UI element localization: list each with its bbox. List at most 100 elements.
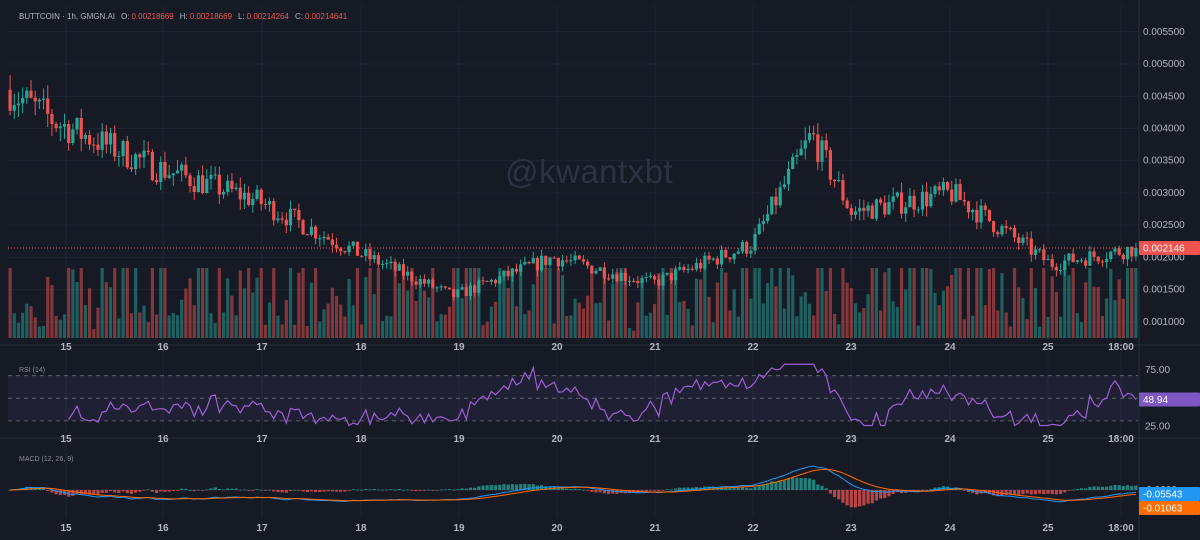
candle-body — [531, 257, 535, 264]
macd-histogram-bar — [824, 488, 828, 490]
macd-histogram-bar — [724, 487, 728, 490]
volume-bar — [29, 306, 33, 338]
macd-histogram-bar — [577, 489, 581, 490]
candle-body — [719, 249, 724, 265]
candle-body — [941, 182, 945, 191]
macd-histogram-bar — [192, 490, 196, 492]
volume-bar — [1130, 268, 1134, 338]
volume-bar — [590, 272, 594, 338]
candle-body — [41, 98, 46, 100]
candle-body — [883, 202, 887, 215]
candle-body — [535, 257, 540, 271]
volume-bar — [736, 316, 740, 338]
volume-bar — [669, 268, 673, 338]
macd-histogram-bar — [573, 488, 577, 490]
macd-histogram-bar — [339, 490, 343, 492]
candle-body — [653, 276, 657, 280]
macd-histogram-bar — [8, 490, 12, 491]
candle-body — [1100, 261, 1105, 263]
volume-bar — [41, 325, 46, 338]
macd-histogram-bar — [305, 490, 309, 493]
volume-bar — [849, 288, 853, 338]
candle-body — [330, 239, 334, 245]
macd-histogram-bar — [849, 490, 853, 508]
candle-body — [648, 276, 653, 278]
volume-bar — [134, 268, 138, 338]
candle-body — [560, 260, 565, 267]
macd-histogram-bar — [196, 489, 201, 491]
volume-bar — [837, 324, 841, 338]
time-axis-tick-label: 19 — [453, 342, 465, 353]
time-axis-tick-label: 17 — [256, 523, 268, 534]
macd-histogram-bar — [799, 477, 803, 490]
macd-histogram-bar — [527, 484, 531, 490]
candle-body — [870, 205, 874, 219]
macd-histogram-bar — [1109, 485, 1113, 490]
price-axis-tick-label: 0.005500 — [1143, 27, 1185, 38]
volume-bar — [385, 315, 389, 338]
candle-body — [477, 280, 481, 293]
candle-body — [1033, 249, 1038, 255]
time-axis-tick-label: 18:00 — [1108, 434, 1134, 445]
candle-body — [569, 260, 573, 262]
rsi-pane[interactable] — [8, 363, 1138, 427]
candle-body — [678, 267, 682, 270]
volume-bar — [1125, 268, 1130, 338]
candle-body — [217, 174, 221, 195]
macd-histogram-bar — [443, 489, 447, 491]
volume-bar — [816, 268, 820, 338]
candle-body — [619, 272, 623, 282]
volume-bar — [807, 303, 812, 338]
volume-bar — [288, 268, 293, 338]
volume-bar — [950, 274, 954, 338]
macd-histogram-bar — [330, 490, 334, 492]
candle-body — [887, 202, 891, 215]
macd-histogram-bar — [213, 487, 217, 490]
volume-bar — [548, 268, 552, 338]
macd-histogram-bar — [745, 487, 749, 490]
candle-body — [284, 219, 288, 226]
candlestick-series[interactable] — [8, 75, 1138, 301]
volume-bar — [874, 268, 879, 338]
candle-body — [1021, 237, 1025, 244]
candle-body — [996, 232, 1000, 235]
candle-body — [498, 276, 502, 284]
volume-bar — [180, 299, 184, 338]
volume-bar — [644, 315, 648, 338]
candle-body — [1109, 251, 1113, 260]
macd-histogram-bar — [473, 487, 477, 490]
candle-body — [540, 255, 544, 271]
candle-body — [134, 154, 138, 170]
candle-body — [221, 191, 226, 195]
volume-bar — [732, 289, 736, 338]
candle-body — [832, 179, 837, 182]
volume-bar — [255, 277, 259, 338]
macd-histogram-bar — [288, 490, 293, 492]
volume-bar — [452, 268, 456, 338]
candle-body — [895, 192, 899, 197]
volume-bar — [117, 318, 121, 338]
volume-bar — [217, 268, 221, 338]
macd-histogram-bar — [468, 487, 473, 490]
macd-pane[interactable] — [8, 465, 1138, 508]
candle-body — [355, 241, 360, 256]
time-axis-tick-label: 22 — [747, 523, 759, 534]
macd-current-label-bg — [1139, 487, 1200, 501]
candle-body — [544, 255, 548, 266]
macd-histogram-bar — [88, 490, 92, 495]
candle-body — [1042, 249, 1046, 261]
candle-body — [468, 285, 473, 296]
time-axis-tick-label: 18 — [355, 523, 367, 534]
candle-body — [753, 234, 757, 251]
volume-bar — [1038, 326, 1042, 338]
price-axis-tick-label: 0.004000 — [1143, 123, 1185, 134]
macd-histogram-bar — [749, 488, 753, 490]
volume-bar — [33, 317, 37, 338]
volume-bar — [251, 292, 255, 338]
volume-bar — [1063, 268, 1067, 338]
candle-body — [778, 187, 782, 206]
macd-histogram-bar — [117, 490, 121, 493]
volume-bar — [376, 268, 380, 338]
volume-bar — [121, 268, 125, 338]
